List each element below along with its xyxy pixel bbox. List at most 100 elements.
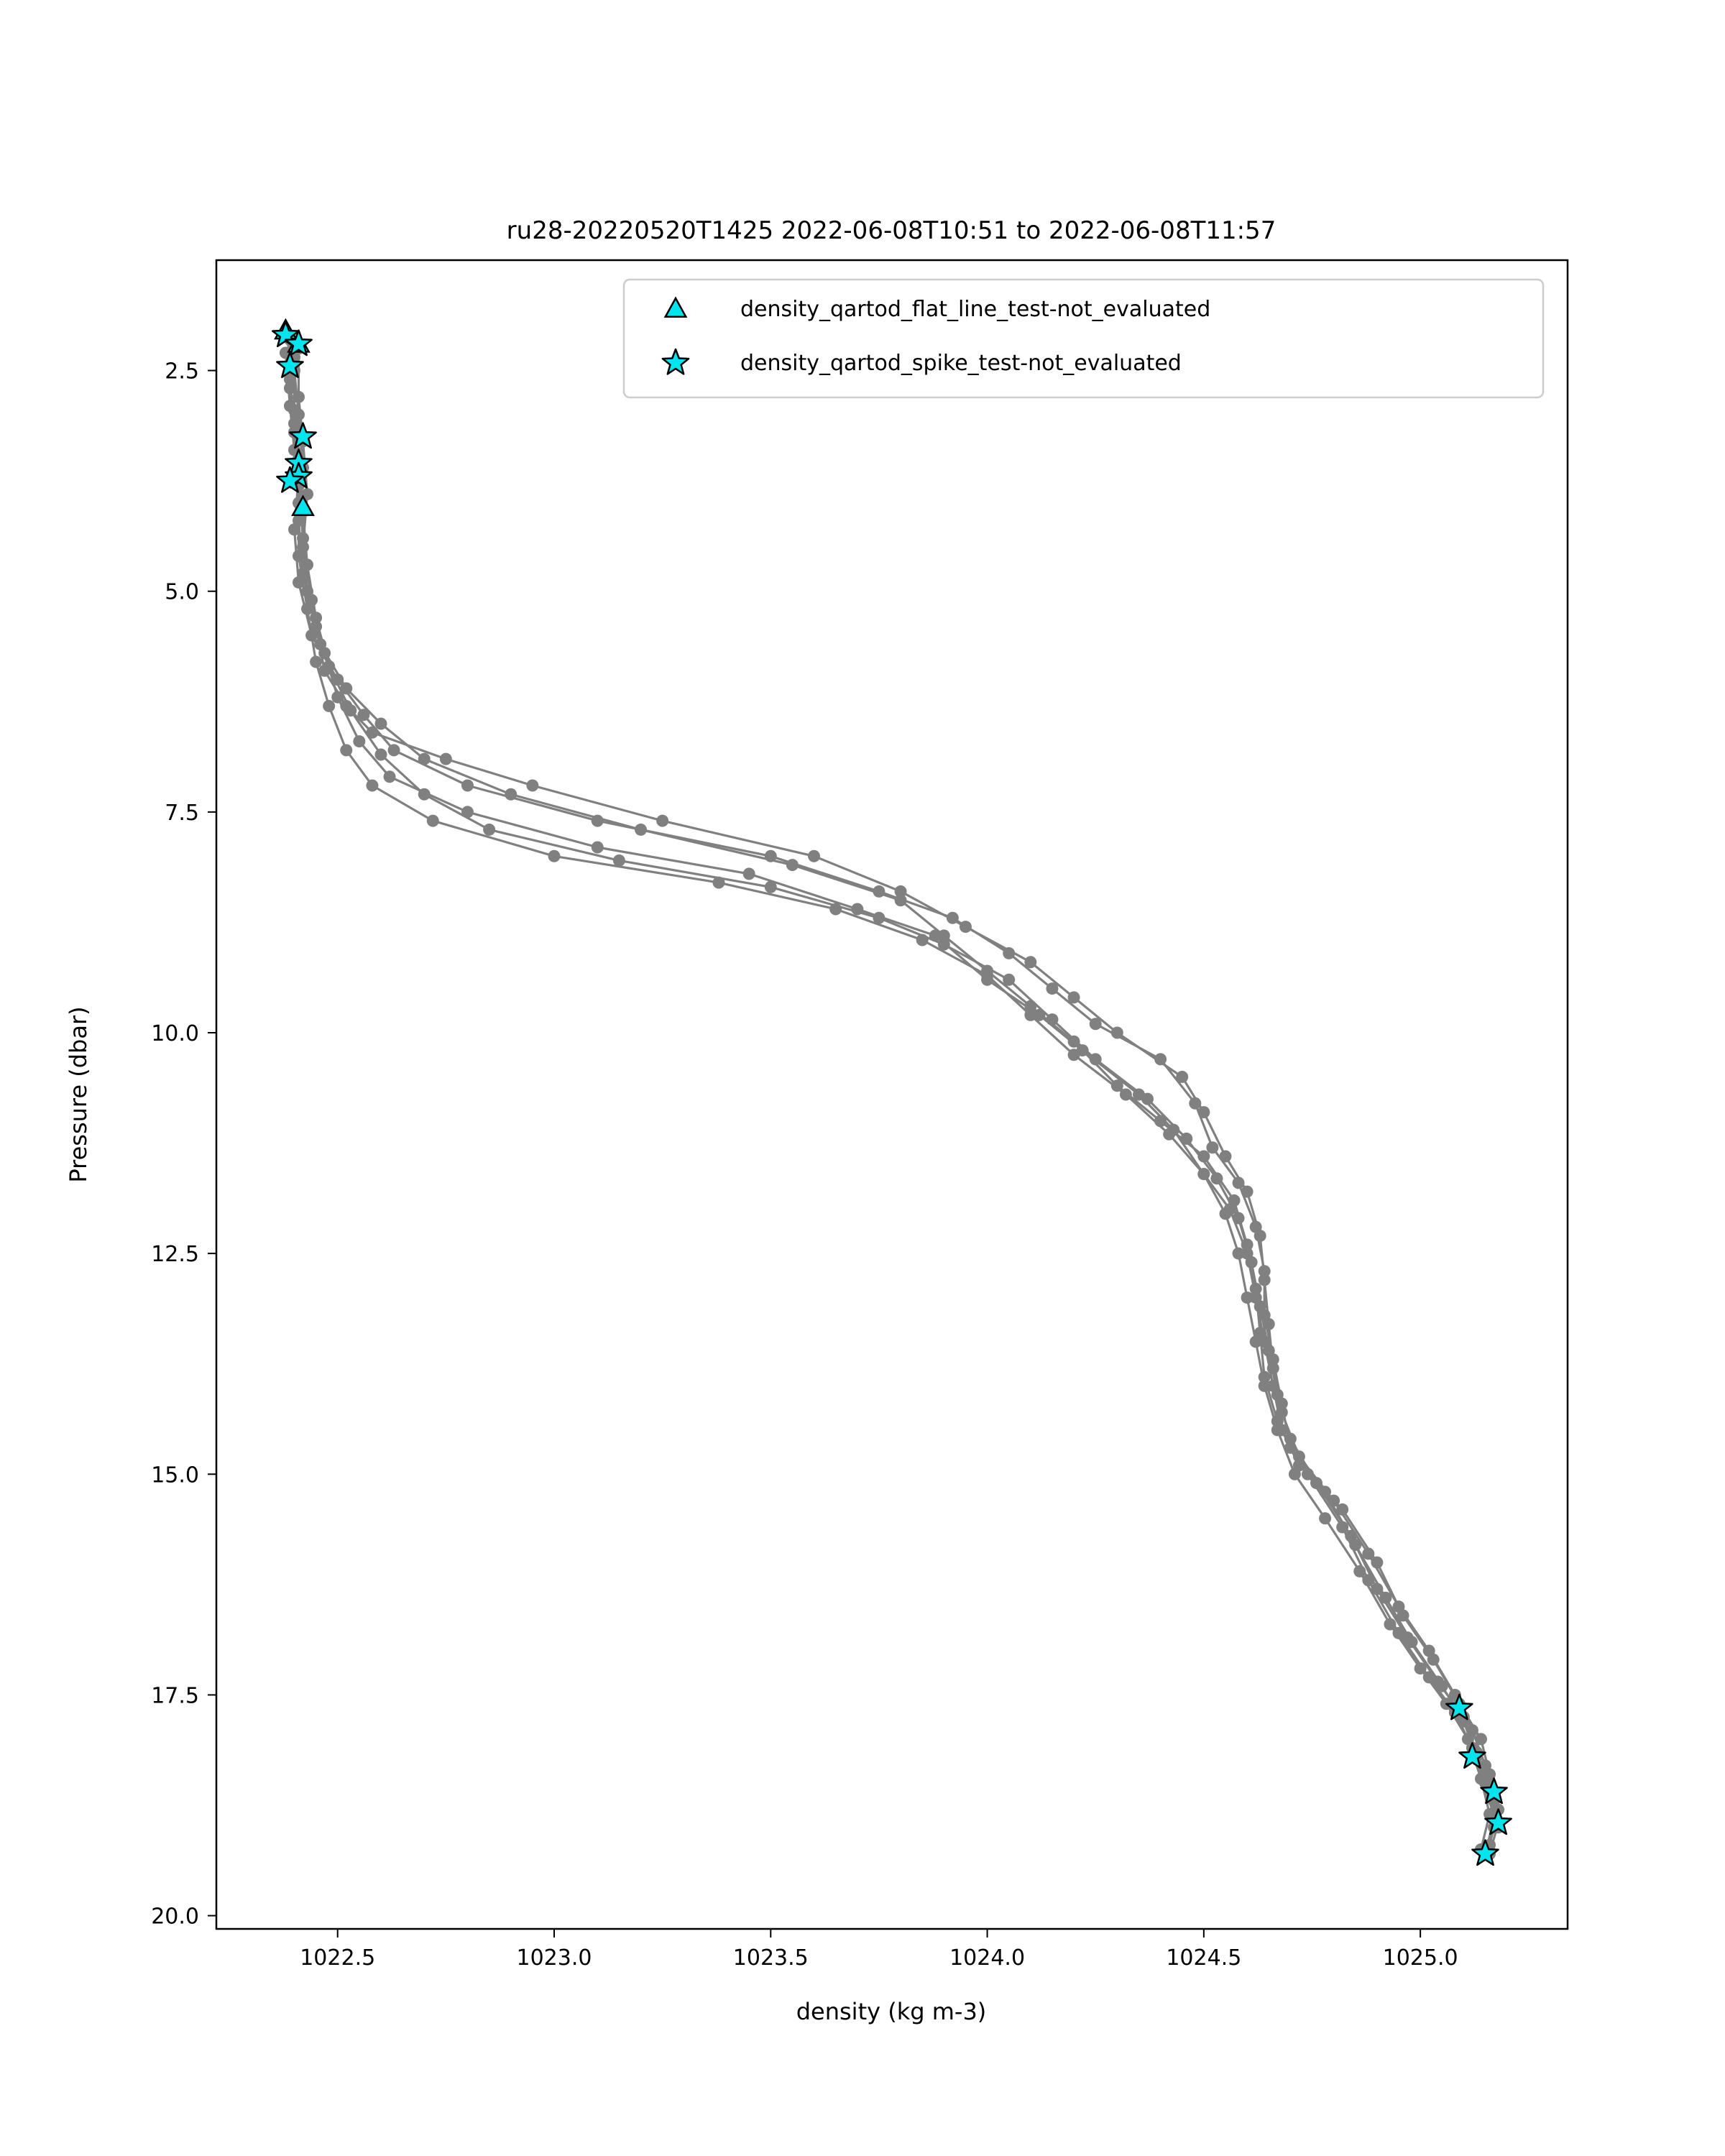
profile-point	[1067, 1049, 1080, 1061]
profile-point	[1003, 973, 1016, 986]
spike-flag-marker	[1458, 1742, 1486, 1769]
profile-point	[1345, 1529, 1358, 1542]
profile-point	[1384, 1618, 1397, 1631]
profile-point	[505, 788, 518, 801]
profile-point	[288, 404, 300, 417]
profile-point	[288, 523, 300, 536]
profile-point	[1089, 1053, 1102, 1066]
legend: density_qartod_flat_line_test-not_evalua…	[622, 278, 1545, 399]
profile-point	[301, 558, 314, 571]
x-tick-label: 1024.0	[949, 1945, 1025, 1971]
profile-point	[1310, 1477, 1323, 1490]
spike-flag-marker	[289, 422, 317, 449]
profile-point	[1319, 1512, 1332, 1525]
profile-point	[366, 779, 379, 792]
profile-point	[1271, 1388, 1284, 1401]
profile-point	[1431, 1675, 1444, 1688]
profile-point	[1024, 956, 1037, 969]
y-axis: 2.5 5.0 7.5 10.0 12.5 15.0 17.5 20.0	[151, 359, 216, 1930]
profile-point	[742, 867, 755, 880]
chart-title: ru28-20220520T1425 2022-06-08T10:51 to 2…	[507, 216, 1276, 245]
profile-point	[937, 938, 950, 951]
profile-point	[1163, 1128, 1176, 1141]
y-tick-label: 7.5	[165, 801, 199, 826]
profile-point	[353, 735, 366, 748]
profile-point	[612, 854, 625, 867]
profile-point	[1219, 1207, 1232, 1220]
profile-point	[1336, 1521, 1349, 1534]
profile-point	[340, 682, 353, 695]
profile-point	[894, 894, 907, 907]
profile-point	[461, 779, 474, 792]
x-tick-label: 1023.0	[517, 1945, 592, 1971]
x-axis-label: density (kg m-3)	[796, 1998, 987, 2025]
y-tick-label: 12.5	[151, 1242, 199, 1267]
profile-point	[1210, 1172, 1223, 1185]
profile-point	[323, 660, 336, 673]
profile-point	[1262, 1344, 1275, 1357]
profile-point	[1197, 1168, 1210, 1181]
profile-point	[1232, 1247, 1245, 1260]
profile-point	[310, 655, 323, 668]
y-tick-label: 5.0	[165, 580, 199, 605]
legend-star-symbol	[661, 348, 690, 375]
profile-point	[331, 691, 344, 704]
profile-point	[1003, 946, 1016, 959]
y-axis-label: Pressure (dbar)	[65, 1006, 92, 1182]
y-tick-label: 20.0	[151, 1904, 199, 1930]
profile-point	[635, 823, 648, 836]
legend-label-spike: density_qartod_spike_test-not_evaluated	[740, 351, 1182, 376]
profile-point	[1067, 991, 1080, 1004]
spike-flag-marker	[1480, 1777, 1508, 1805]
plot-area	[272, 318, 1512, 1866]
profile-point	[1110, 1079, 1123, 1092]
profile-point	[526, 779, 539, 792]
profile-point	[946, 911, 959, 924]
legend-label-flat-line: density_qartod_flat_line_test-not_evalua…	[740, 297, 1210, 322]
profile-point	[1474, 1772, 1487, 1785]
profile-point	[374, 748, 387, 761]
profile-point	[1046, 982, 1059, 995]
spike-flag-marker	[1484, 1808, 1512, 1835]
spike-flag-marker	[285, 329, 313, 356]
profile-point	[1288, 1468, 1301, 1480]
profile-point	[1189, 1097, 1202, 1110]
profile-point	[873, 911, 886, 924]
spike-flag-marker	[1445, 1693, 1473, 1720]
spike-flag-marker	[276, 466, 304, 493]
y-tick-label: 15.0	[151, 1462, 199, 1488]
flat-line-flag-marker	[291, 494, 315, 517]
profile-point	[1176, 1070, 1189, 1083]
plot-frame	[215, 259, 1569, 1930]
y-tick-label: 17.5	[151, 1683, 199, 1708]
profile-point	[418, 752, 431, 765]
profile-point	[439, 752, 452, 765]
profile-point	[1371, 1583, 1384, 1595]
profile-point	[1362, 1547, 1375, 1560]
profile-point	[1154, 1053, 1167, 1066]
profile-point	[894, 885, 907, 898]
y-tick-label: 10.0	[151, 1021, 199, 1046]
profile-point	[344, 704, 357, 717]
x-tick-label: 1025.0	[1383, 1945, 1458, 1971]
x-tick-label: 1022.5	[300, 1945, 375, 1971]
profile-point	[1141, 1092, 1154, 1105]
legend-triangle-marker	[663, 296, 688, 318]
profile-point	[340, 744, 353, 757]
profile-point	[786, 859, 799, 872]
x-axis: 1022.5 1023.0 1023.5 1024.0 1024.5 1025.0	[300, 1929, 1458, 1971]
profile-point	[301, 602, 314, 615]
profile-point	[1353, 1565, 1366, 1577]
profile-point	[283, 382, 296, 395]
profile-point	[1180, 1132, 1193, 1145]
legend-box	[622, 278, 1545, 399]
profile-point	[1379, 1591, 1392, 1604]
profile-point	[1301, 1468, 1314, 1480]
x-tick-label: 1023.5	[733, 1945, 809, 1971]
profile-point	[1401, 1631, 1414, 1644]
profile-point	[937, 929, 950, 942]
y-tick-label: 2.5	[165, 359, 199, 384]
profile-point	[1371, 1556, 1384, 1569]
profile-point	[323, 699, 336, 712]
profile-point	[1206, 1141, 1219, 1154]
